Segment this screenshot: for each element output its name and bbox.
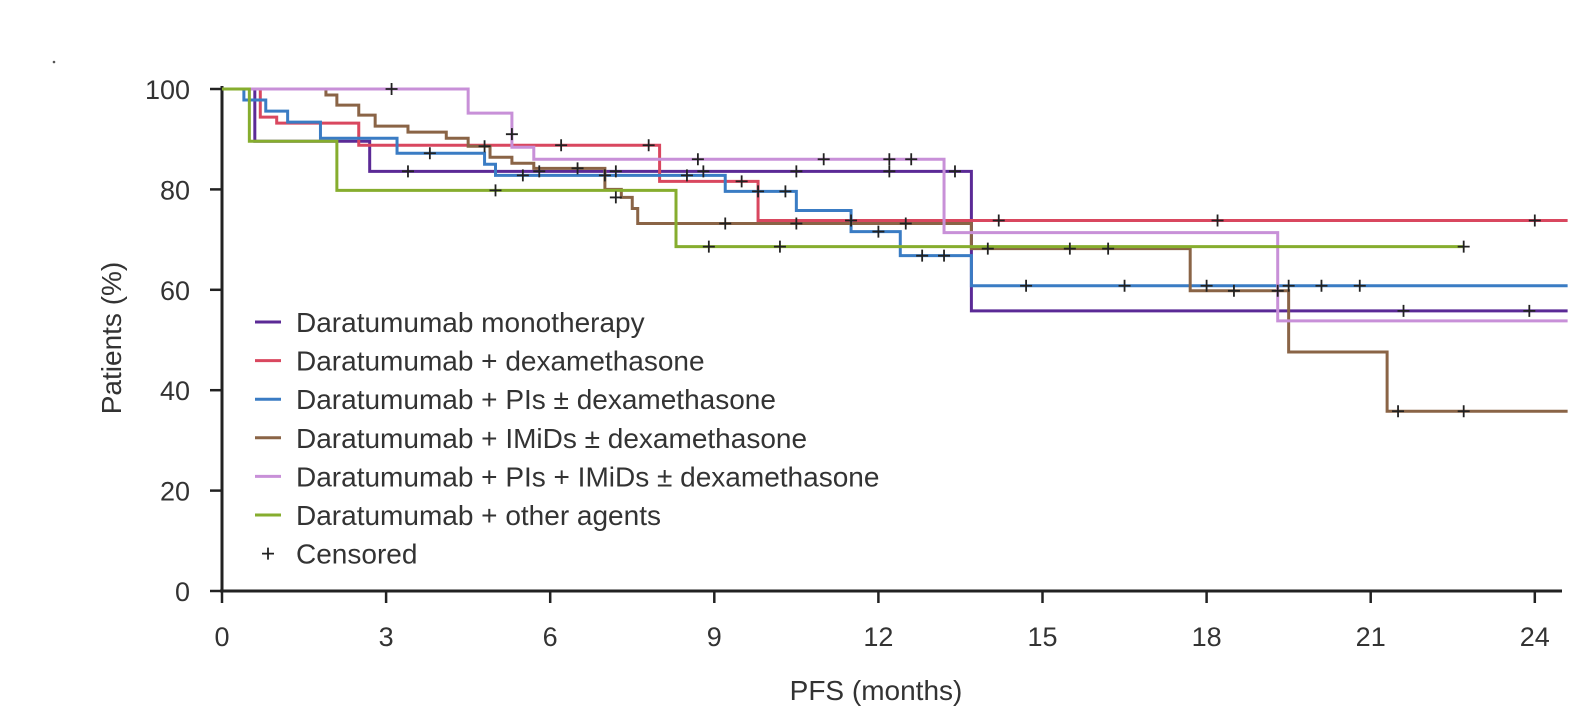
x-axis-title: PFS (months) (790, 675, 963, 706)
censor-mark (905, 153, 918, 166)
censor-mark (899, 217, 912, 230)
censor-mark (981, 242, 994, 255)
censor-mark (779, 185, 792, 198)
x-tick-label: 21 (1356, 622, 1386, 652)
censor-mark (790, 165, 803, 178)
censor-mark (478, 140, 491, 153)
censor-mark (883, 153, 896, 166)
censor-mark (702, 240, 715, 253)
censor-mark (916, 249, 929, 262)
censor-mark (1315, 279, 1328, 292)
legend-label-4: Daratumumab + IMiDs ± dexamethasone (296, 423, 807, 454)
y-tick-label: 60 (160, 276, 190, 306)
censor-mark (817, 153, 830, 166)
censor-mark (1353, 279, 1366, 292)
censor-mark (872, 225, 885, 238)
x-tick-label: 15 (1027, 622, 1057, 652)
legend-label-5: Daratumumab + PIs + IMiDs ± dexamethason… (296, 461, 879, 492)
x-tick-label: 9 (707, 622, 722, 652)
censor-mark (680, 169, 693, 182)
series-line-4 (222, 87, 1568, 413)
censor-mark (1200, 279, 1213, 292)
legend-label-2: Daratumumab + dexamethasone (296, 346, 705, 377)
censor-mark (642, 139, 655, 152)
censor-mark (752, 185, 765, 198)
legend-label-1: Daratumumab monotherapy (296, 307, 645, 338)
censor-mark (555, 139, 568, 152)
censor-mark (1392, 405, 1405, 418)
censor-mark (1063, 242, 1076, 255)
censor-mark (691, 153, 704, 166)
censor-mark (423, 147, 436, 160)
censor-mark (790, 217, 803, 230)
x-tick-label: 0 (214, 622, 229, 652)
x-tick-label: 12 (863, 622, 893, 652)
censor-mark (598, 169, 611, 182)
censor-mark (609, 165, 622, 178)
censor-mark (1211, 214, 1224, 227)
censor-mark (1020, 279, 1033, 292)
censor-mark (533, 165, 546, 178)
censor-mark (505, 128, 518, 141)
censor-mark (571, 162, 584, 175)
censor-mark (1457, 405, 1470, 418)
censor-mark (609, 191, 622, 204)
legend-label-censored: Censored (296, 539, 417, 570)
legend-label-6: Daratumumab + other agents (296, 500, 661, 531)
censor-mark (401, 165, 414, 178)
series-line-3 (222, 87, 1568, 288)
censor-mark (1282, 279, 1295, 292)
legend-censor-mark (262, 547, 274, 560)
x-tick-label: 18 (1192, 622, 1222, 652)
censor-mark (1118, 279, 1131, 292)
series-line-6 (222, 87, 1464, 249)
censor-mark (735, 175, 748, 188)
censor-mark (1528, 214, 1541, 227)
x-tick-label: 3 (379, 622, 394, 652)
censor-mark (1271, 284, 1284, 297)
stray-dot (52, 60, 56, 64)
censor-mark (1523, 304, 1536, 317)
censor-mark (1102, 242, 1115, 255)
censor-mark (489, 184, 502, 197)
y-tick-label: 40 (160, 376, 190, 406)
legend-label-3: Daratumumab + PIs ± dexamethasone (296, 384, 776, 415)
censor-mark (719, 217, 732, 230)
censor-mark (697, 165, 710, 178)
censor-mark (1227, 284, 1240, 297)
censor-mark (1397, 304, 1410, 317)
y-tick-label: 100 (145, 75, 190, 105)
y-tick-label: 0 (175, 577, 190, 607)
censor-mark (845, 214, 858, 227)
censor-mark (385, 83, 398, 95)
x-tick-label: 6 (543, 622, 558, 652)
censor-mark (948, 165, 961, 178)
y-axis-title: Patients (%) (96, 262, 127, 415)
censor-mark (773, 240, 786, 253)
censor-mark (1457, 240, 1470, 253)
y-tick-label: 80 (160, 175, 190, 205)
censor-mark (992, 214, 1005, 227)
series-line-1 (222, 87, 1568, 313)
censor-mark (516, 169, 529, 182)
x-tick-label: 24 (1520, 622, 1550, 652)
censor-mark (883, 165, 896, 178)
y-tick-label: 20 (160, 477, 190, 507)
legend: Daratumumab monotherapy Daratumumab + dex… (255, 307, 879, 570)
censor-mark (938, 249, 951, 262)
